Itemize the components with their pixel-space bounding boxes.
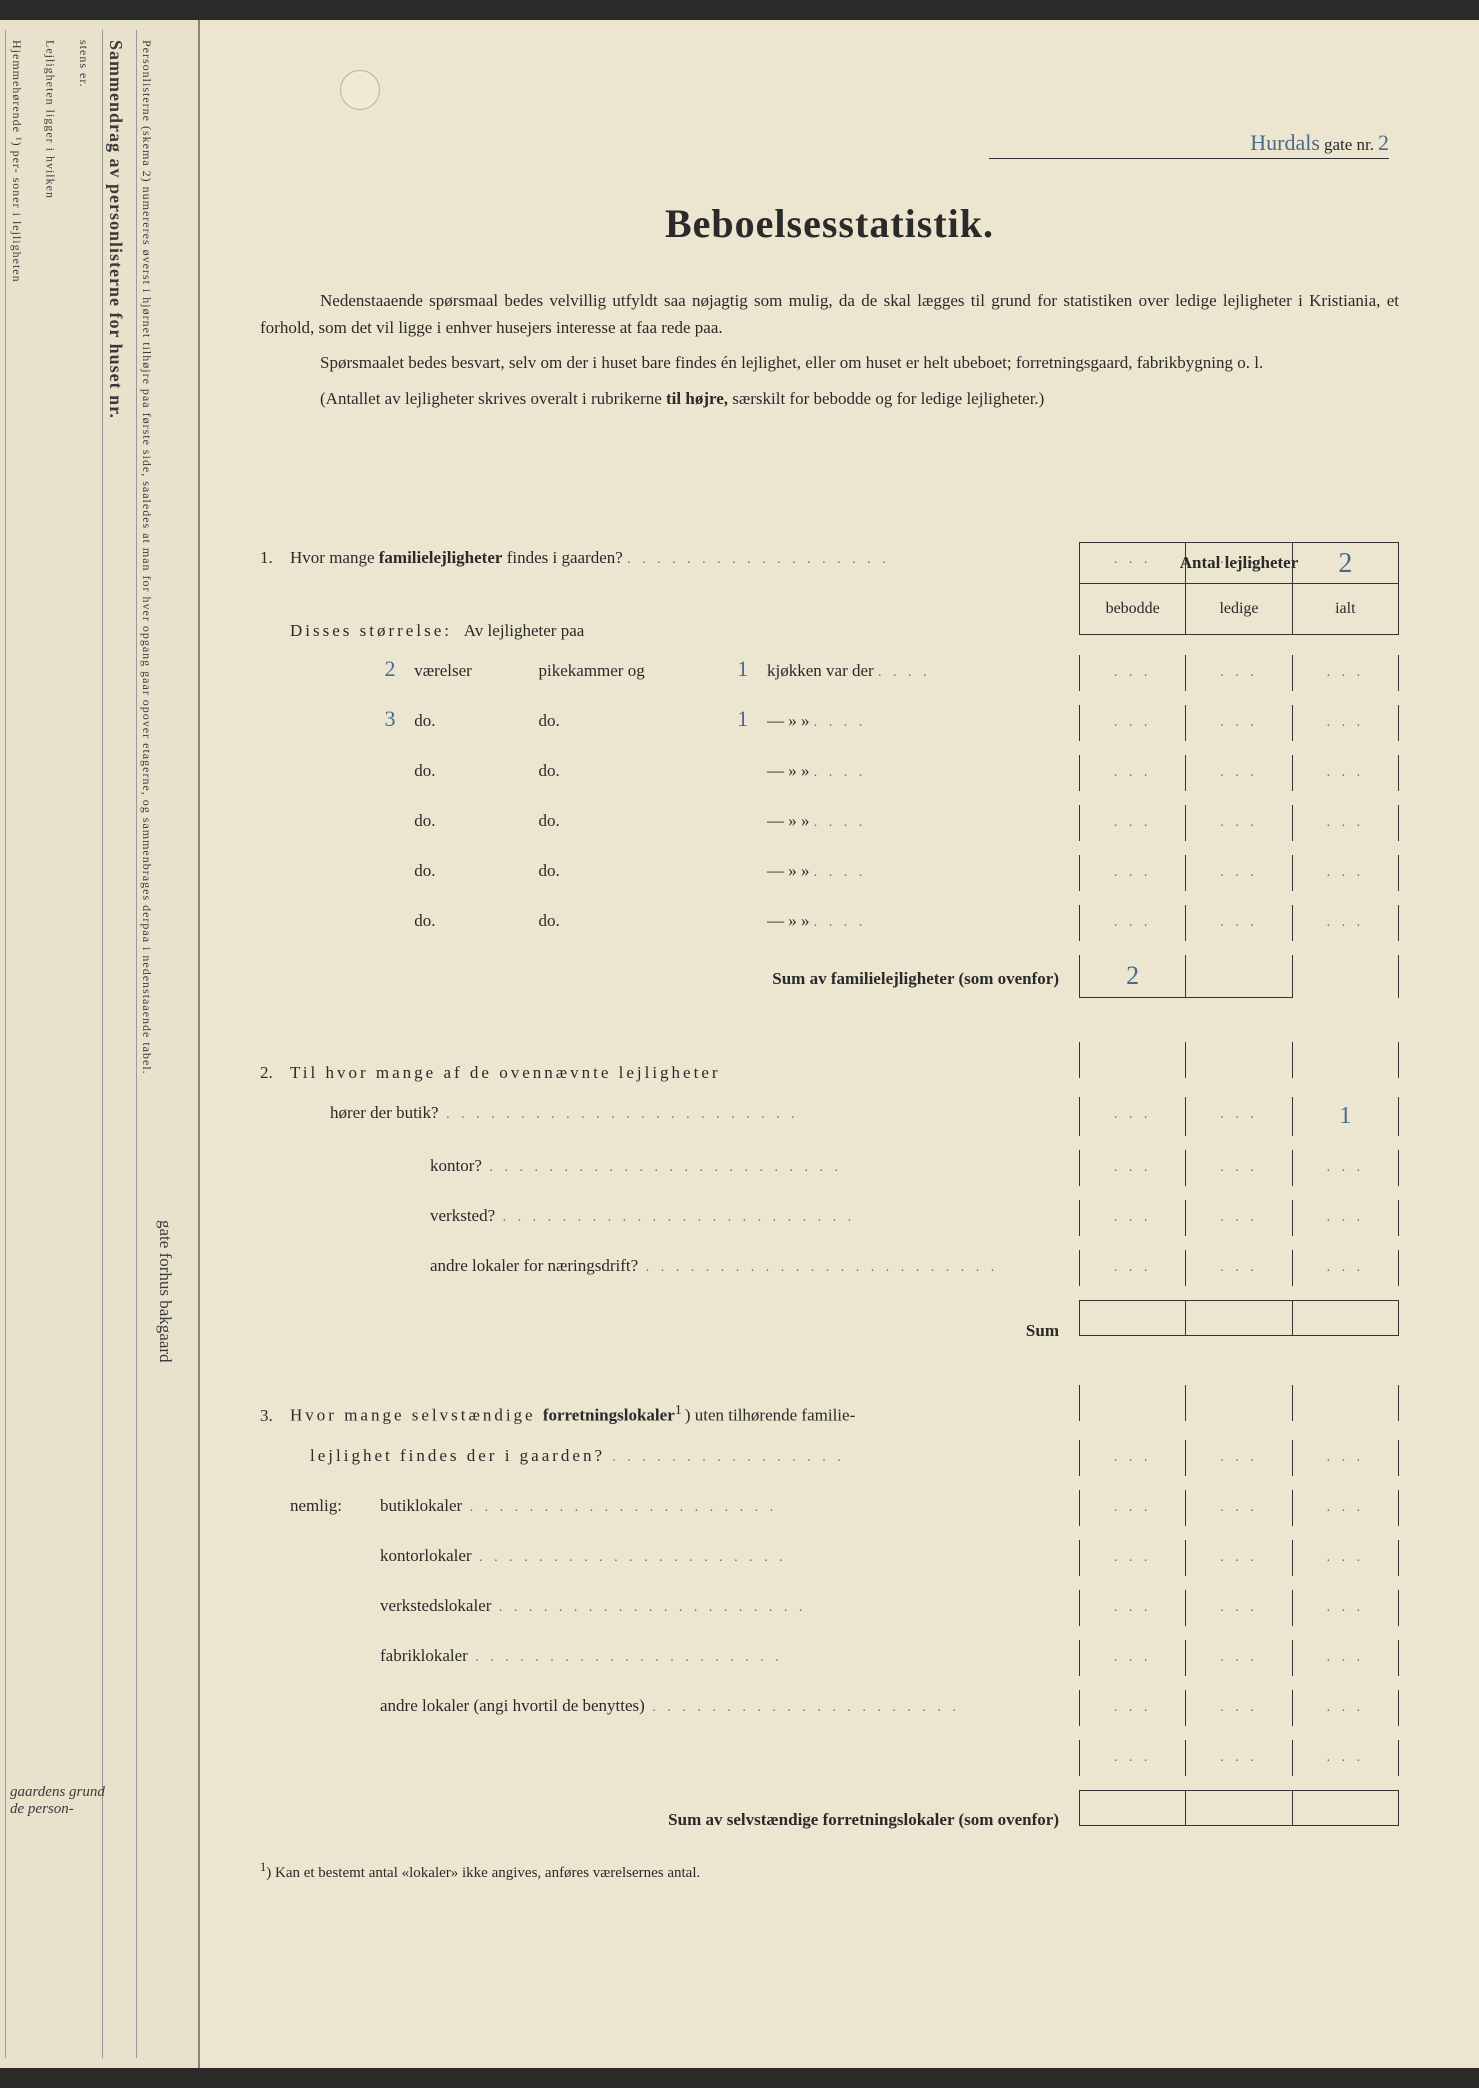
q3-num: 3. [260, 1406, 290, 1426]
intro-p2: Spørsmaalet bedes besvart, selv om der i… [260, 349, 1399, 376]
col-bebodde: bebodde [1080, 584, 1186, 634]
q3-row: 3. Hvor mange selvstændige forretningslo… [260, 1385, 1399, 1426]
main-page: Hurdals gate nr. 2 Beboelsesstatistik. N… [200, 20, 1479, 2068]
left-vertical-note: Personlisterne (skema 2) numereres øvers… [136, 30, 156, 2058]
page: stens er. Lejligheten ligger i hvilken H… [0, 20, 1479, 2068]
q1-size-row: 3 do. do. 1 — » » . . . . . . . . . . . … [260, 705, 1399, 741]
q2-sub-row: andre lokaler for næringsdrift? . . . . … [260, 1250, 1399, 1286]
q1-size-row: do. do. — » » . . . . . . . . . . . . . [260, 905, 1399, 941]
questions: 1. Hvor mange familielejligheter findes … [260, 542, 1399, 1830]
q2-sum-bebodde [1080, 1300, 1186, 1336]
header-address-line: Hurdals gate nr. 2 [989, 130, 1389, 159]
col-ledige: ledige [1186, 584, 1292, 634]
q1-cell-ledige: . . . [1186, 542, 1292, 586]
q3-sum-ialt [1293, 1791, 1398, 1825]
intro-p3: (Antallet av lejligheter skrives overalt… [260, 385, 1399, 412]
q1-sum-ledige [1186, 955, 1292, 998]
q3-row-2: lejlighet findes der i gaarden? . . . . … [260, 1440, 1399, 1476]
q2-sub-row: hører der butik? . . . . . . . . . . . .… [260, 1097, 1399, 1136]
q2-row: 2. Til hvor mange af de ovennævnte lejli… [260, 1042, 1399, 1083]
q2-num: 2. [260, 1063, 290, 1083]
left-col-headers: stens er. Lejligheten ligger i hvilken H… [5, 30, 94, 2058]
street-number-handwritten: 2 [1378, 130, 1389, 155]
q1-size-row: do. do. — » » . . . . . . . . . . . . . [260, 755, 1399, 791]
q1-size-row: do. do. — » » . . . . . . . . . . . . . [260, 805, 1399, 841]
intro-p1: Nedenstaaende spørsmaal bedes velvillig … [260, 287, 1399, 341]
punch-hole [340, 70, 380, 110]
q1-sum-bebodde: 2 [1080, 955, 1186, 998]
q1-row: 1. Hvor mange familielejligheter findes … [260, 542, 1399, 586]
q1-text: Hvor mange familielejligheter findes i g… [290, 548, 1079, 568]
q3-sub-row: verkstedslokaler . . . . . . . . . . . .… [260, 1590, 1399, 1626]
q3-blank-row: . . . . . . . . . [260, 1740, 1399, 1776]
left-bottom-text: gaardens grund de person- [10, 1784, 105, 1818]
q3-sum-ledige [1186, 1791, 1292, 1825]
q2-sub-row: verksted? . . . . . . . . . . . . . . . … [260, 1200, 1399, 1236]
q2-sub-row: kontor? . . . . . . . . . . . . . . . . … [260, 1150, 1399, 1186]
left-page-fragment: stens er. Lejligheten ligger i hvilken H… [0, 20, 200, 2068]
street-name-handwritten: Hurdals [1250, 130, 1320, 155]
left-vertical-title: Sammendrag av personlisterne for huset n… [102, 30, 128, 2058]
q1-cell-ialt: 2 [1293, 542, 1398, 586]
q1-sum-row: Sum av familielejligheter (som ovenfor) … [260, 955, 1399, 998]
q1-num: 1. [260, 548, 290, 568]
page-title: Beboelsesstatistik. [260, 200, 1399, 247]
q1-sum-ialt [1293, 955, 1398, 998]
q3-text: Hvor mange selvstændige forretningslokal… [290, 1402, 1079, 1426]
gate-forhus-label: gate forhus bakgaard [155, 1220, 175, 1363]
q1-cell-bebodde: . . . [1080, 542, 1186, 586]
q3-sub-row: fabriklokaler . . . . . . . . . . . . . … [260, 1640, 1399, 1676]
q1-size-row: 2 værelser pikekammer og 1 kjøkken var d… [260, 655, 1399, 691]
q3-sub-row: andre lokaler (angi hvortil de benyttes)… [260, 1690, 1399, 1726]
gate-label: gate nr. [1324, 135, 1374, 154]
q3-sum-bebodde [1080, 1791, 1186, 1825]
q3-sub-row: kontorlokaler . . . . . . . . . . . . . … [260, 1540, 1399, 1576]
q2-sum-row: Sum [260, 1300, 1399, 1341]
table-area: Antal lejligheter bebodde ledige ialt 1.… [260, 542, 1399, 1830]
footnote: 1) Kan et bestemt antal «lokaler» ikke a… [260, 1860, 1399, 1882]
q2-sum-ledige [1186, 1300, 1292, 1336]
q3-sum-row: Sum av selvstændige forretningslokaler (… [260, 1790, 1399, 1830]
q2-sum-ialt [1293, 1300, 1398, 1336]
col-ialt: ialt [1293, 584, 1398, 634]
q2-text: Til hvor mange af de ovennævnte lejlighe… [290, 1063, 1079, 1083]
q3-sub-row: nemlig:butiklokaler . . . . . . . . . . … [260, 1490, 1399, 1526]
q1-size-row: do. do. — » » . . . . . . . . . . . . . [260, 855, 1399, 891]
